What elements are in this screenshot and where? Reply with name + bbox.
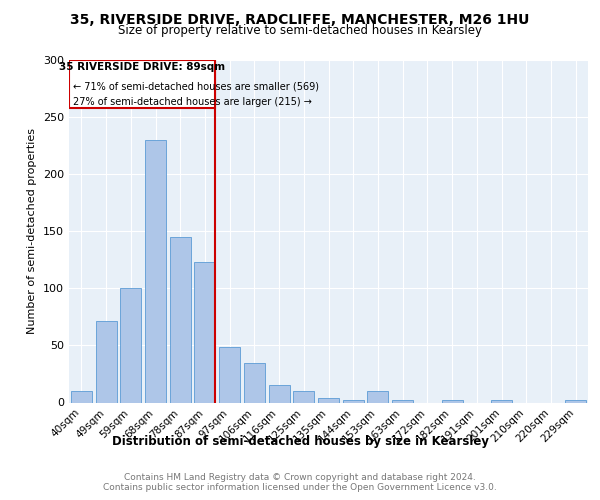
Bar: [95, 322, 116, 402]
Bar: [71, 391, 92, 402]
Bar: [442, 400, 463, 402]
Text: 27% of semi-detached houses are larger (215) →: 27% of semi-detached houses are larger (…: [73, 96, 311, 106]
Bar: [269, 386, 290, 402]
Text: Contains public sector information licensed under the Open Government Licence v3: Contains public sector information licen…: [103, 484, 497, 492]
Bar: [194, 262, 215, 402]
Bar: [367, 391, 388, 402]
Text: Size of property relative to semi-detached houses in Kearsley: Size of property relative to semi-detach…: [118, 24, 482, 37]
Text: Distribution of semi-detached houses by size in Kearsley: Distribution of semi-detached houses by …: [112, 435, 488, 448]
Bar: [491, 400, 512, 402]
Bar: [219, 346, 240, 403]
Bar: [293, 391, 314, 402]
Bar: [120, 288, 141, 403]
Bar: [343, 400, 364, 402]
Bar: [145, 140, 166, 402]
Text: Contains HM Land Registry data © Crown copyright and database right 2024.: Contains HM Land Registry data © Crown c…: [124, 472, 476, 482]
Text: ← 71% of semi-detached houses are smaller (569): ← 71% of semi-detached houses are smalle…: [73, 82, 319, 92]
Bar: [392, 400, 413, 402]
FancyBboxPatch shape: [69, 60, 215, 108]
Y-axis label: Number of semi-detached properties: Number of semi-detached properties: [28, 128, 37, 334]
Text: 35 RIVERSIDE DRIVE: 89sqm: 35 RIVERSIDE DRIVE: 89sqm: [59, 62, 225, 72]
Text: 35, RIVERSIDE DRIVE, RADCLIFFE, MANCHESTER, M26 1HU: 35, RIVERSIDE DRIVE, RADCLIFFE, MANCHEST…: [70, 12, 530, 26]
Bar: [244, 362, 265, 403]
Bar: [170, 237, 191, 402]
Bar: [565, 400, 586, 402]
Bar: [318, 398, 339, 402]
